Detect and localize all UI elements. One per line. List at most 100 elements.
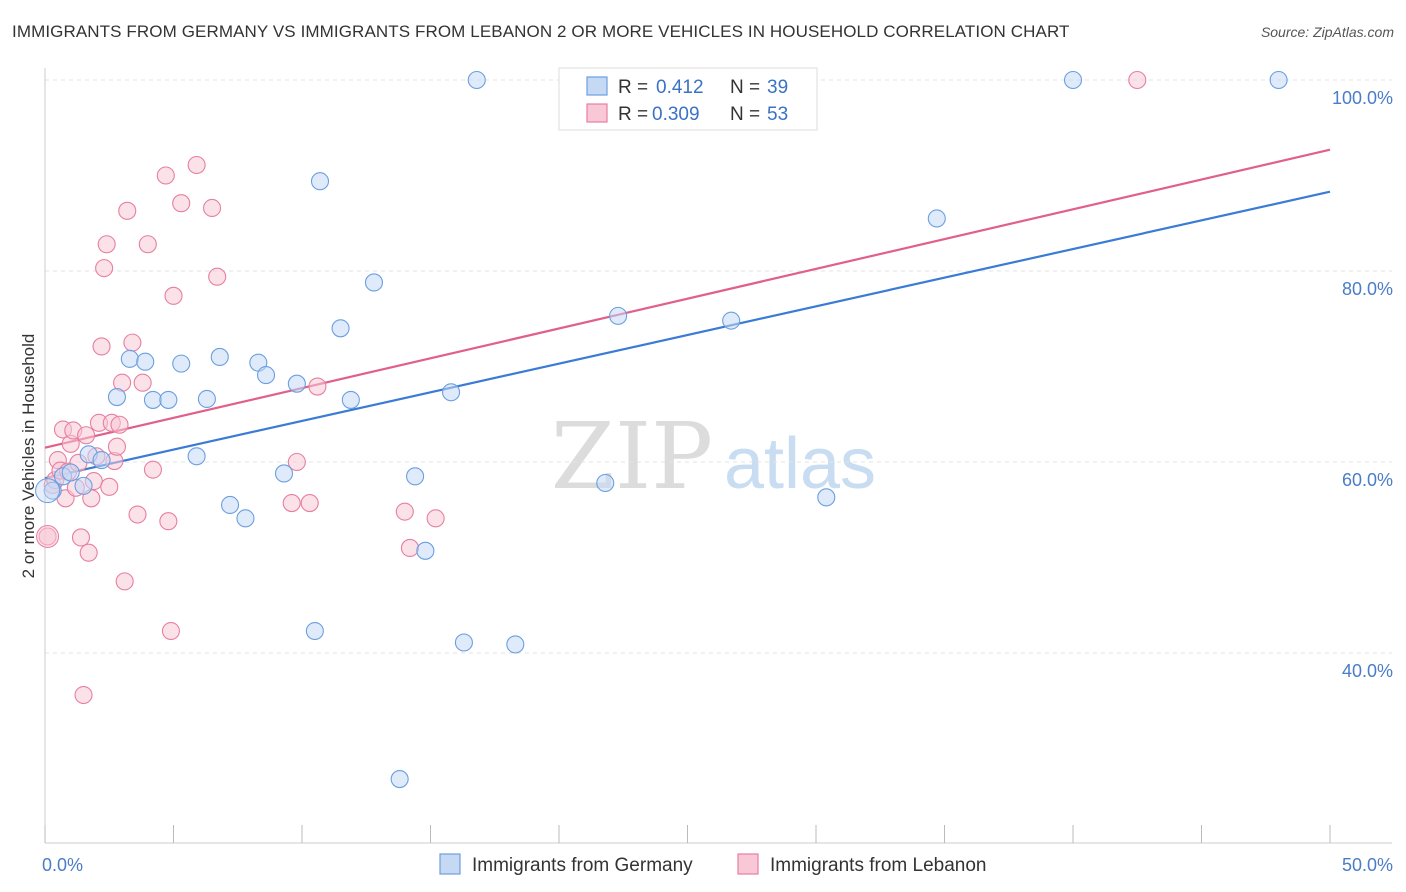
point-germany: [609, 306, 628, 325]
point-lebanon: [77, 426, 96, 445]
bottom-legend-label-germany: Immigrants from Germany: [472, 855, 693, 876]
point-germany: [305, 621, 324, 641]
point-germany: [596, 473, 615, 493]
point-lebanon: [95, 259, 114, 278]
point-germany: [506, 635, 525, 654]
point-germany: [159, 390, 178, 409]
point-lebanon: [208, 267, 227, 286]
point-germany: [43, 481, 62, 500]
legend-r-label-germany: R =: [618, 77, 648, 98]
legend-r-value-germany: 0.412: [656, 77, 704, 98]
point-germany: [92, 451, 111, 470]
legend-swatch-lebanon: [586, 103, 608, 123]
legend-swatch-germany: [586, 76, 608, 96]
point-lebanon: [79, 543, 98, 562]
point-germany: [406, 467, 425, 486]
point-lebanon: [395, 502, 414, 521]
point-lebanon: [71, 528, 91, 547]
point-lebanon: [133, 373, 152, 392]
point-lebanon: [118, 201, 137, 220]
point-germany: [143, 390, 162, 409]
legend-n-label-germany: N =: [730, 77, 760, 98]
point-lebanon: [74, 685, 93, 705]
point-germany: [61, 463, 80, 482]
point-lebanon: [426, 509, 445, 528]
series-legend: Immigrants from Germany Immigrants from …: [439, 853, 987, 876]
point-germany: [722, 311, 741, 330]
point-germany: [120, 349, 139, 368]
point-lebanon: [287, 452, 306, 472]
point-lebanon: [164, 286, 183, 305]
point-lebanon: [115, 572, 134, 591]
point-germany: [74, 476, 93, 495]
point-germany: [454, 633, 473, 652]
point-germany: [310, 172, 330, 191]
legend-n-value-lebanon: 53: [767, 104, 788, 125]
gridlines: [45, 79, 1392, 654]
x-tick-label: 50.0%: [1342, 855, 1393, 875]
legend-n-value-germany: 39: [767, 77, 788, 98]
point-germany: [187, 447, 206, 466]
watermark-atlas: atlas: [724, 424, 876, 504]
y-tick-label: 60.0%: [1342, 470, 1393, 490]
point-germany: [107, 388, 127, 407]
legend-r-label-lebanon: R =: [618, 104, 648, 125]
point-germany: [331, 319, 350, 338]
point-germany: [256, 366, 276, 385]
point-germany: [197, 389, 216, 409]
y-tick-label: 40.0%: [1342, 661, 1393, 681]
trend-lines: [44, 148, 1331, 480]
point-lebanon: [159, 512, 178, 531]
chart-source: Source: ZipAtlas.com: [1260, 24, 1394, 40]
y-tick-label: 80.0%: [1342, 279, 1393, 299]
bottom-legend-swatch-germany: [439, 853, 461, 875]
point-germany: [172, 354, 191, 373]
point-germany: [390, 770, 409, 789]
x-tick-label: 0.0%: [42, 855, 83, 875]
point-germany: [467, 70, 486, 90]
axes: [44, 68, 1392, 844]
point-lebanon: [172, 194, 191, 213]
y-axis-label: 2 or more Vehicles in Household: [19, 334, 38, 579]
trend-line-germany: [44, 190, 1331, 480]
bottom-legend-label-lebanon: Immigrants from Lebanon: [770, 855, 987, 876]
point-germany: [236, 509, 255, 528]
point-lebanon: [107, 437, 127, 456]
watermark-zip: ZIP: [551, 403, 713, 510]
point-lebanon: [282, 494, 301, 513]
legend-n-label-lebanon: N =: [730, 104, 760, 125]
tick-labels: 40.0% 60.0% 80.0% 100.0% 0.0% 50.0%: [42, 88, 1393, 875]
point-lebanon: [92, 337, 111, 356]
point-lebanon: [300, 494, 319, 513]
bottom-legend-swatch-lebanon: [737, 853, 759, 875]
chart-title: IMMIGRANTS FROM GERMANY VS IMMIGRANTS FR…: [12, 22, 1070, 41]
point-lebanon: [100, 477, 119, 496]
point-germany: [35, 478, 61, 504]
stats-legend: R = 0.412 N = 39 R = 0.309 N = 53: [558, 67, 818, 131]
legend-r-value-lebanon: 0.309: [652, 104, 700, 125]
data-points: [35, 70, 1288, 789]
point-lebanon: [156, 166, 175, 185]
point-lebanon: [187, 155, 206, 175]
point-germany: [416, 541, 435, 560]
point-germany: [287, 374, 306, 393]
point-lebanon: [308, 377, 327, 396]
trend-line-lebanon: [44, 148, 1331, 449]
point-germany: [274, 464, 294, 483]
point-lebanon: [128, 505, 147, 524]
point-germany: [817, 488, 836, 507]
point-lebanon: [1128, 70, 1147, 90]
point-germany: [136, 352, 155, 371]
point-lebanon: [400, 538, 419, 558]
point-germany: [220, 495, 240, 515]
point-lebanon: [203, 198, 222, 218]
y-tick-label: 100.0%: [1332, 88, 1393, 108]
point-lebanon: [161, 621, 180, 641]
point-lebanon: [138, 235, 157, 254]
point-lebanon: [97, 235, 116, 254]
point-lebanon: [110, 415, 129, 434]
point-germany: [210, 347, 229, 367]
point-lebanon: [36, 524, 60, 548]
point-germany: [364, 273, 384, 292]
